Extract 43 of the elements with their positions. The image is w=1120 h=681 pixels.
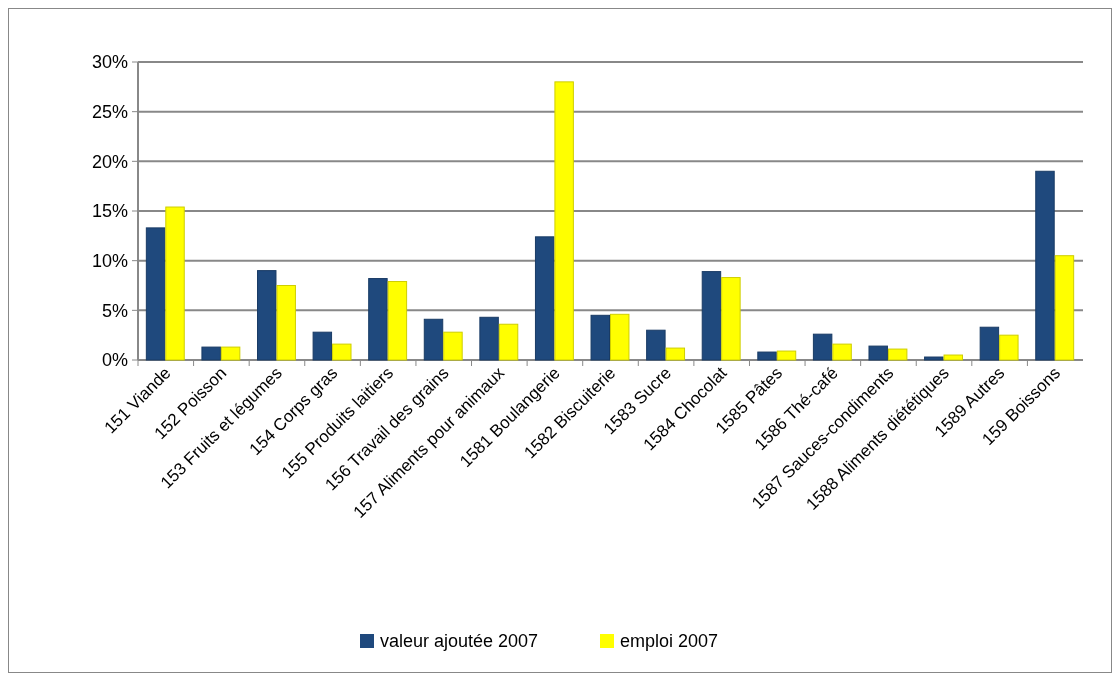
bar bbox=[257, 270, 277, 361]
y-tick-label: 5% bbox=[101, 300, 128, 321]
bar bbox=[443, 331, 463, 361]
bar bbox=[832, 343, 852, 361]
bar bbox=[776, 350, 797, 361]
bar bbox=[590, 314, 610, 361]
bar bbox=[610, 313, 630, 361]
bar bbox=[387, 281, 408, 361]
bar bbox=[332, 343, 352, 361]
bar bbox=[554, 81, 574, 361]
bar bbox=[165, 206, 185, 361]
bar bbox=[665, 347, 686, 361]
bar bbox=[721, 277, 741, 361]
bar bbox=[1035, 170, 1055, 361]
bar bbox=[812, 333, 833, 361]
legend-label: valeur ajoutée 2007 bbox=[380, 631, 539, 652]
y-tick-label: 0% bbox=[101, 350, 128, 371]
legend-label: emploi 2007 bbox=[620, 631, 719, 652]
bar bbox=[201, 346, 221, 361]
bar bbox=[887, 348, 908, 361]
bar bbox=[220, 346, 241, 361]
bar bbox=[868, 345, 888, 361]
bar bbox=[423, 318, 444, 361]
bar bbox=[979, 326, 1000, 361]
bar bbox=[943, 354, 963, 361]
bar bbox=[498, 323, 519, 361]
bar bbox=[145, 227, 166, 361]
bar bbox=[368, 278, 388, 361]
bar bbox=[701, 271, 722, 361]
bar bbox=[757, 351, 777, 361]
y-tick-label: 20% bbox=[91, 151, 128, 172]
bar bbox=[924, 356, 944, 361]
y-tick-label: 30% bbox=[91, 52, 128, 73]
bar bbox=[1054, 255, 1075, 361]
y-tick-label: 25% bbox=[91, 101, 128, 122]
y-tick-label: 10% bbox=[91, 250, 128, 271]
bar bbox=[999, 334, 1019, 361]
y-tick-label: 15% bbox=[91, 201, 128, 222]
bar bbox=[534, 236, 555, 361]
bar bbox=[276, 285, 296, 361]
bar bbox=[646, 329, 666, 361]
bar bbox=[312, 331, 333, 361]
bar bbox=[479, 316, 499, 361]
